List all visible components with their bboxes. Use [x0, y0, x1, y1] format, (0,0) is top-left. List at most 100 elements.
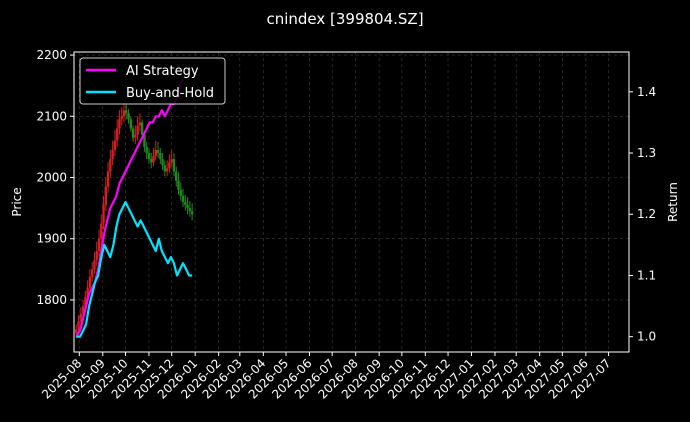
candles — [75, 100, 194, 338]
candle — [188, 200, 192, 217]
candle-body — [179, 189, 182, 196]
candle — [170, 149, 173, 167]
candle-body — [168, 162, 171, 169]
candle — [168, 154, 171, 173]
candle-body — [188, 208, 192, 212]
candle-body — [154, 149, 157, 157]
candle-body — [127, 113, 130, 120]
candle — [134, 125, 137, 144]
candle — [111, 140, 114, 166]
candle-body — [134, 134, 137, 138]
plot-frame — [73, 51, 630, 353]
candle — [172, 153, 176, 177]
candle-body — [81, 306, 85, 314]
candle — [175, 166, 178, 187]
candle-body — [138, 122, 142, 126]
buy-and-hold-line — [76, 200, 193, 338]
candle-body — [170, 159, 173, 163]
candle — [190, 203, 194, 221]
candle — [106, 162, 110, 193]
candle-body — [159, 153, 162, 160]
candle-body — [161, 159, 164, 166]
legend: AI Strategy Buy-and-Hold — [79, 57, 226, 105]
y-tick-label: 2100 — [36, 109, 67, 123]
candle — [131, 125, 135, 142]
series-lines — [75, 79, 193, 338]
candle-body — [90, 269, 94, 277]
candle-body — [88, 276, 92, 288]
candle — [147, 148, 151, 165]
candle-body — [163, 165, 167, 172]
candle-body — [184, 202, 187, 206]
y2-tick-label: 1.3 — [637, 146, 656, 160]
candle-body — [122, 110, 126, 117]
candle-body — [172, 159, 176, 172]
y2-tick-label: 1.0 — [637, 330, 656, 344]
candle — [113, 129, 117, 157]
candle — [177, 172, 180, 195]
candle — [115, 119, 119, 147]
candle-body — [190, 211, 194, 215]
candle — [143, 134, 146, 152]
candle — [159, 148, 162, 165]
candle — [145, 142, 148, 160]
legend-label-ai-strategy: AI Strategy — [126, 64, 199, 79]
legend-label-buy-and-hold: Buy-and-Hold — [126, 86, 214, 101]
candle-body — [97, 238, 101, 251]
y-axis-label: Price — [10, 187, 24, 216]
candle-body — [95, 250, 98, 261]
candle — [156, 142, 160, 158]
candle — [179, 182, 182, 201]
y2-tick-label: 1.2 — [637, 207, 656, 221]
candle-body — [131, 128, 135, 138]
candle — [186, 197, 189, 215]
candle-body — [77, 321, 80, 330]
candle-body — [125, 110, 128, 114]
candle-body — [84, 296, 87, 307]
candle-body — [100, 223, 103, 239]
candle — [102, 195, 105, 230]
candle-body — [115, 128, 119, 141]
candle — [129, 116, 132, 132]
candle-body — [75, 329, 78, 334]
candle-body — [104, 186, 108, 206]
candle — [165, 160, 169, 177]
candle — [136, 116, 139, 141]
candle — [184, 194, 187, 211]
y-axis-ticks: 1800 1900 2000 2100 2200 — [36, 48, 74, 307]
candle-body — [120, 116, 123, 120]
candle — [77, 315, 80, 334]
candle — [122, 100, 126, 123]
candle — [138, 113, 142, 132]
candle — [181, 188, 185, 207]
candle-body — [93, 260, 96, 270]
candle — [118, 110, 121, 135]
candle — [125, 102, 128, 120]
candle — [120, 107, 123, 126]
candle-body — [106, 171, 110, 187]
candle-body — [109, 159, 112, 172]
y-tick-label: 2200 — [36, 48, 67, 62]
candle-body — [79, 313, 83, 322]
candle — [88, 269, 92, 293]
candle-body — [147, 153, 151, 160]
y2-tick-label: 1.4 — [637, 85, 656, 99]
candle-body — [111, 149, 114, 160]
candle-body — [118, 119, 121, 129]
candle — [109, 149, 112, 178]
y2-axis-label: Return — [666, 182, 680, 222]
candle-body — [150, 159, 153, 163]
candle-body — [152, 156, 155, 163]
candle-body — [177, 180, 180, 190]
candle-body — [140, 122, 144, 135]
y2-tick-label: 1.1 — [637, 268, 656, 282]
candle-body — [86, 287, 89, 297]
candle — [127, 108, 130, 124]
chart-title: cnindex [399804.SZ] — [266, 10, 423, 28]
candle-body — [175, 171, 178, 181]
candle — [154, 140, 157, 161]
candle — [100, 214, 103, 245]
candle-body — [102, 205, 105, 224]
candle-body — [165, 168, 169, 172]
y2-axis-ticks: 1.0 1.1 1.2 1.3 1.4 — [629, 85, 656, 344]
